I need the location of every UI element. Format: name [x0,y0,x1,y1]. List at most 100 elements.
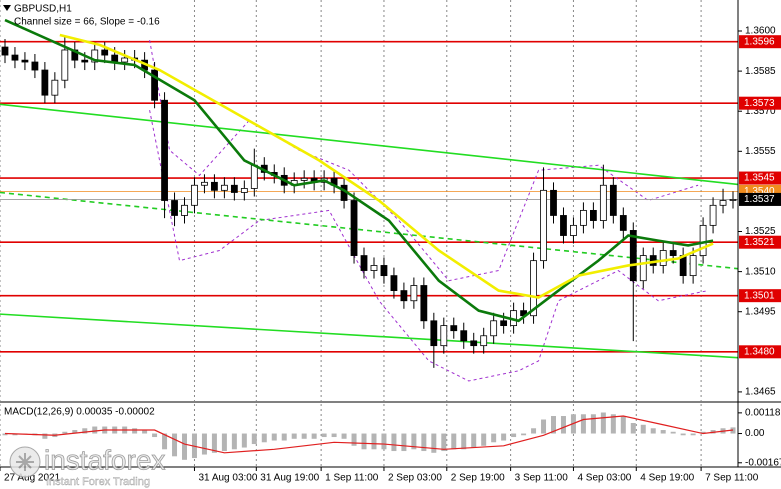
chart-subtitle: Channel size = 66, Slope = -0.16 [14,17,160,28]
y-tick-label: 1.3570 [745,106,776,117]
macd-bar [630,423,636,434]
macd-bar [351,433,357,446]
candle-body [250,164,258,189]
macd-bar [521,433,527,436]
candle-body [91,49,99,63]
candle-body [111,54,119,63]
x-tick-label: 2 Sep 19:00 [451,473,505,484]
level-label: 1.3596 [744,36,775,47]
candle-body [709,204,717,226]
macd-bar [451,433,457,450]
candle-body [211,181,218,191]
x-tick-label: 4 Sep 19:00 [640,473,694,484]
macd-bar [660,430,666,434]
macd-bar [281,433,287,441]
macd-bar [700,431,706,434]
x-tick-label: 1 Sep 11:00 [325,473,379,484]
macd-bar [42,433,48,439]
macd-bar [401,433,407,452]
moving-average [59,33,714,299]
candle-body [639,255,647,282]
macd-bar [461,433,467,450]
candle-body [370,265,378,271]
candle-body [430,320,438,347]
tagline: Instant Forex Trading [46,476,150,488]
level-box [739,345,781,359]
macd-bar [541,419,547,434]
macd-bar [162,433,168,450]
candle-body [11,54,19,61]
candle-body [21,59,29,63]
symbol-icon [3,5,11,11]
macd-bar [421,433,427,452]
candle-body [619,215,627,231]
macd-bar [221,433,227,452]
macd-bar [142,430,148,434]
level-label: 1.3545 [744,173,775,184]
price-panel [0,0,738,401]
moving-average [4,18,714,323]
candle-body [490,320,498,337]
macd-bar [501,433,507,441]
trend-line [0,191,738,270]
macd-signal [4,415,734,454]
candle-body [550,189,557,216]
macd-bar [92,426,98,434]
candle-body [350,200,358,256]
macd-bar [391,433,397,452]
candle-body [629,230,637,282]
candle-body [181,204,188,216]
ask-label: 1.3540 [744,186,775,197]
macd-y-tick-label: 0.00118 [745,408,781,419]
y-tick-label: 1.3495 [745,306,776,317]
x-tick-label: 31 Aug 03:00 [198,473,257,484]
trend-line [0,103,738,186]
candle-body [201,181,208,186]
candle-body [230,184,238,193]
level-label: 1.3501 [744,290,775,301]
macd-y-tick-label: 0.00 [745,428,765,439]
macd-bar [551,416,556,434]
level-box [739,289,781,303]
candle-body [729,199,737,201]
x-tick-label: 3 Sep 11:00 [515,473,569,484]
macd-bar [531,428,537,434]
y-tick-label: 1.3600 [745,26,776,37]
candle-body [500,320,508,327]
candle-body [480,335,488,347]
macd-bar [241,433,247,448]
candle-body [410,285,418,302]
candle-body [81,59,89,63]
candle-body [470,340,478,347]
brand: instaforex [44,444,165,475]
level-label: 1.3521 [744,237,775,248]
level-box [739,235,781,249]
macd-bar [261,433,267,443]
macd-bar [650,428,656,434]
candle-body [191,184,198,206]
macd-bar [670,431,676,434]
macd-bar [311,433,317,439]
candle-body [440,325,448,347]
level-box [739,35,781,49]
candle-body [41,69,49,96]
y-tick-label: 1.3465 [745,387,776,398]
candle-body [609,184,617,216]
candle-body [220,184,228,191]
level-label: 1.3573 [744,98,775,109]
macd-bar [291,433,297,439]
candle-body [1,46,9,56]
candle-body [460,330,468,342]
watermark: instaforex Instant Forex Trading [9,444,166,488]
x-tick-label: 31 Aug 19:00 [260,473,319,484]
macd-bar [491,433,497,443]
macd-bar [431,433,437,453]
macd-bar [381,433,387,450]
bid-box [739,192,781,206]
candle-body [570,224,577,236]
macd-bar [72,430,78,434]
y-tick-label: 1.3585 [745,66,776,77]
candle-body [420,285,428,322]
